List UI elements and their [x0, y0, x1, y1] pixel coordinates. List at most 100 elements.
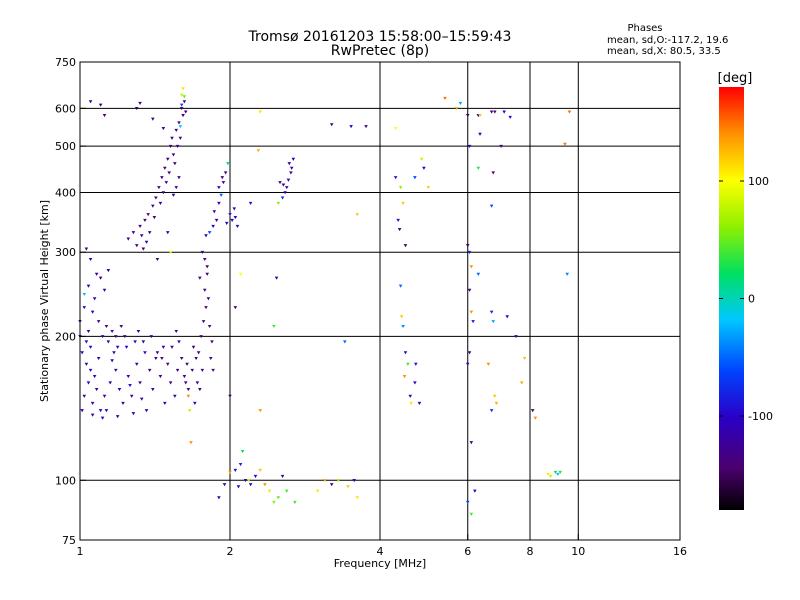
data-point — [179, 93, 184, 97]
data-point — [183, 381, 188, 385]
data-point — [173, 162, 177, 166]
data-point — [146, 213, 150, 217]
data-point — [522, 356, 527, 361]
data-point — [248, 201, 253, 205]
data-point — [458, 101, 463, 105]
y-tick-label: 100 — [55, 474, 76, 487]
data-point — [82, 394, 87, 398]
data-point — [168, 144, 173, 148]
data-point — [194, 356, 198, 361]
data-point — [115, 345, 120, 349]
data-point — [233, 215, 238, 220]
data-point — [565, 272, 569, 276]
y-tick-label: 400 — [55, 186, 76, 199]
data-point — [106, 268, 111, 273]
x-tick-label: 2 — [227, 545, 234, 558]
data-point — [181, 87, 185, 91]
data-point — [494, 401, 499, 405]
data-point — [117, 388, 122, 392]
data-point — [238, 272, 243, 276]
data-point — [139, 397, 144, 401]
data-point — [486, 362, 491, 366]
data-point — [530, 409, 535, 413]
data-point — [108, 381, 113, 385]
data-point — [476, 272, 481, 276]
data-point — [143, 351, 147, 355]
data-point — [232, 207, 237, 211]
data-point — [115, 415, 120, 419]
data-point — [221, 181, 226, 185]
data-point — [258, 110, 263, 114]
data-point — [419, 157, 424, 161]
data-point — [508, 115, 512, 119]
data-point — [413, 176, 417, 180]
data-point — [98, 276, 103, 280]
data-point — [243, 478, 248, 483]
data-point — [329, 123, 334, 127]
data-point — [212, 210, 217, 214]
data-point — [155, 351, 160, 355]
data-point — [177, 121, 181, 125]
data-point — [228, 394, 232, 398]
data-point — [224, 221, 229, 226]
data-point — [465, 114, 470, 118]
data-point — [205, 265, 209, 269]
data-point — [567, 110, 572, 114]
data-point — [119, 324, 124, 329]
data-point — [469, 441, 474, 445]
data-point — [426, 186, 431, 190]
legend-title: Phases — [627, 23, 662, 34]
data-point — [230, 218, 234, 223]
data-point — [289, 166, 294, 170]
data-point — [161, 345, 166, 349]
data-point — [414, 362, 418, 366]
data-point — [144, 409, 149, 413]
data-point — [198, 388, 202, 392]
data-point — [110, 359, 114, 363]
data-point — [469, 310, 474, 314]
data-point — [208, 356, 213, 361]
data-point — [293, 500, 297, 504]
data-point — [157, 186, 161, 190]
data-point — [161, 126, 166, 131]
data-point — [131, 412, 136, 416]
data-point — [291, 157, 296, 161]
data-point — [179, 103, 184, 107]
y-tick-label: 200 — [55, 330, 76, 343]
data-point — [211, 224, 215, 229]
data-point — [556, 472, 560, 476]
y-axis-ticks: 75 100 200 300 400 500 600 750 — [55, 56, 86, 547]
data-point — [163, 401, 167, 405]
data-point — [168, 381, 173, 385]
data-point — [471, 320, 475, 324]
data-point — [177, 176, 181, 180]
x-tick-label: 16 — [673, 545, 687, 558]
data-point — [160, 176, 164, 180]
colorbar — [719, 87, 744, 510]
data-point — [207, 231, 212, 235]
data-point — [258, 468, 263, 472]
data-point — [102, 114, 107, 118]
x-axis-ticks: 1 2 4 6 8 10 16 — [77, 534, 687, 558]
data-point — [398, 186, 403, 190]
data-point — [126, 375, 131, 379]
data-point — [397, 228, 402, 232]
data-point — [202, 257, 207, 262]
data-point — [171, 153, 176, 157]
data-point — [183, 110, 188, 114]
data-point — [284, 489, 289, 493]
x-tick-label: 10 — [571, 545, 585, 558]
data-point — [473, 489, 477, 493]
data-point — [170, 136, 174, 140]
data-point — [131, 231, 136, 235]
data-point — [86, 381, 91, 385]
data-point — [133, 340, 137, 344]
data-point — [393, 126, 398, 131]
data-point — [92, 297, 97, 301]
data-point — [92, 375, 97, 379]
data-point — [82, 306, 87, 310]
data-point — [489, 110, 494, 114]
data-point — [207, 324, 212, 329]
data-point — [152, 215, 157, 220]
data-point — [315, 489, 320, 493]
